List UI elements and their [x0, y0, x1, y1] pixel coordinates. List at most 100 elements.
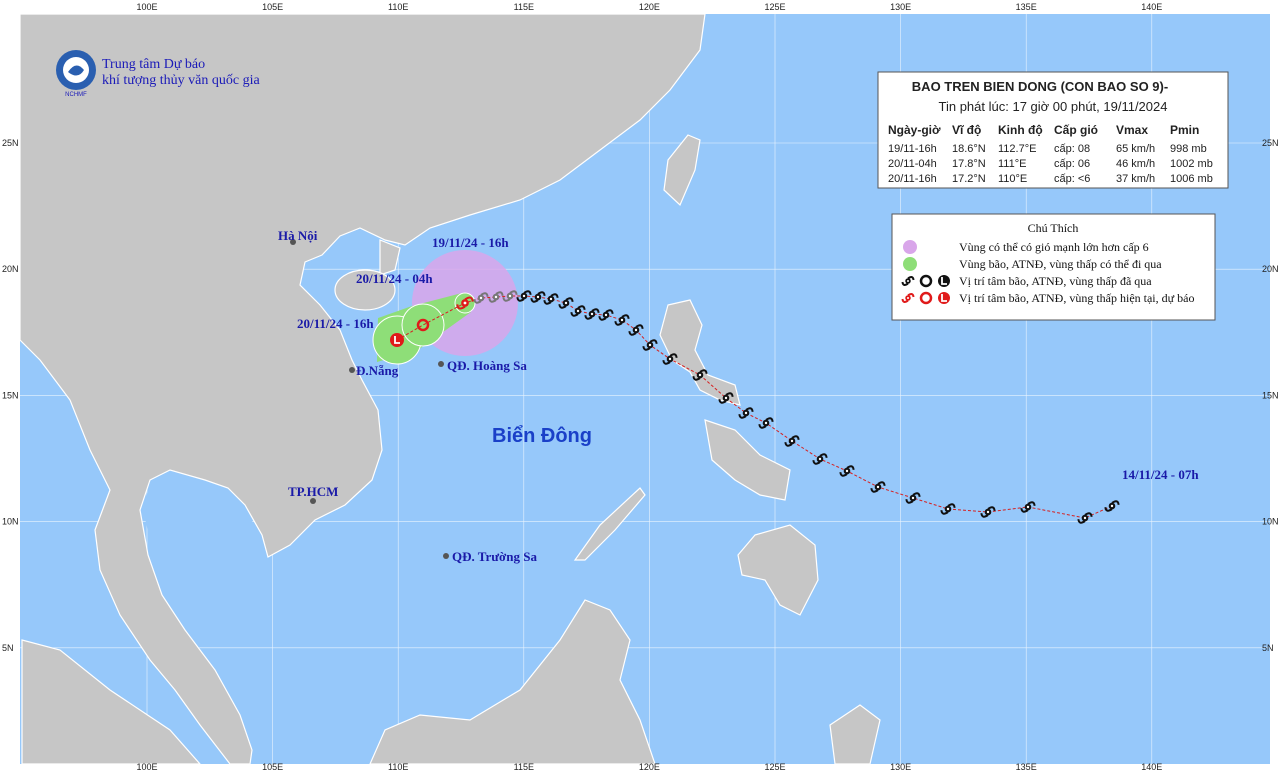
low-mark [938, 292, 950, 304]
storm-arm [577, 305, 586, 310]
storm-core [564, 301, 568, 305]
lon-label: 135E [1016, 762, 1037, 770]
land [19, 13, 881, 765]
lat-label: 20N [1262, 264, 1279, 274]
storm-arm [530, 298, 539, 303]
storm-core [986, 510, 990, 514]
storm-arm [907, 293, 915, 298]
logo-line1: Trung tâm Dự báo [102, 57, 205, 72]
storm-arm [523, 290, 532, 295]
lon-label: 140E [1141, 762, 1162, 770]
track-label: 19/11/24 - 16h [432, 235, 509, 250]
storm-arm [628, 331, 637, 336]
lat-label: 25N [1262, 138, 1279, 148]
lon-label: 120E [639, 762, 660, 770]
storm-arm [605, 309, 614, 314]
storm-arm [812, 460, 821, 465]
lat-label: 15N [1262, 390, 1279, 400]
leizhou [379, 239, 401, 276]
storm-core [946, 507, 950, 511]
lon-label: 125E [764, 2, 785, 12]
hainan [334, 269, 396, 311]
sumatra-malaya [21, 639, 202, 765]
table-cell: 46 km/h [1116, 158, 1155, 170]
lat-label: 10N [2, 517, 19, 527]
storm-arm [912, 492, 921, 497]
legend-swatch [903, 240, 917, 254]
storm-arm [784, 442, 793, 447]
storm-arm [738, 414, 747, 419]
storm-arm [635, 324, 644, 329]
place-label: QĐ. Hoàng Sa [447, 358, 527, 373]
storm-arm [905, 499, 914, 504]
table-cell: cấp: 06 [1054, 158, 1090, 170]
table-cell: 17.8°N [952, 158, 986, 170]
storm-core [1026, 505, 1030, 509]
table-header: Ngày-giờ [888, 123, 941, 137]
storm-core [744, 411, 748, 415]
storm-arm [846, 465, 855, 470]
table-cell: 111°E [998, 158, 1026, 170]
storm-core [590, 312, 594, 316]
storm-core [620, 318, 624, 322]
lon-label: 105E [262, 762, 283, 770]
sea-label: Biển Đông [492, 425, 592, 447]
low-letter [941, 294, 947, 302]
table-cell: 18.6°N [952, 143, 986, 155]
storm-arm [819, 453, 828, 458]
taiwan [663, 134, 701, 207]
table-cell: 110°E [998, 173, 1027, 185]
storm-arm [550, 293, 559, 298]
storm-core [1110, 504, 1114, 508]
table-header: Cấp gió [1054, 123, 1098, 137]
legend-item: Vùng có thể có gió mạnh lớn hơn cấp 6 [959, 240, 1149, 254]
storm-arm [516, 297, 525, 302]
storm-core [634, 328, 638, 332]
storm-core [576, 309, 580, 313]
lon-label: 105E [262, 2, 283, 12]
storm-core [508, 294, 512, 298]
table-cell: 1006 mb [1170, 173, 1213, 185]
lat-label: 15N [2, 390, 19, 400]
low-letter [941, 277, 947, 285]
lon-label: 115E [514, 762, 534, 770]
storm-arm [1111, 500, 1120, 505]
gulf-of-thailand [143, 472, 262, 610]
storm-arm [649, 339, 658, 344]
city-dot [310, 498, 316, 504]
storm-arm [584, 315, 593, 320]
storm-arm [765, 417, 774, 422]
table-cell: cấp: 08 [1054, 143, 1090, 155]
sulawesi [829, 704, 881, 765]
legend-swatch [903, 257, 917, 271]
storm-core [818, 457, 822, 461]
storm-arm [598, 316, 607, 321]
storm-core [1083, 516, 1087, 520]
lat-label: 25N [2, 138, 19, 148]
legend-item: Vị trí tâm bão, ATNĐ, vùng thấp đã qua [959, 274, 1152, 288]
legend-symbols [901, 274, 950, 305]
low-mark [938, 275, 950, 287]
table-cell: 998 mb [1170, 143, 1207, 155]
storm-arm [509, 290, 518, 295]
low-mark [390, 333, 404, 347]
storm-arm [1020, 508, 1029, 513]
storm-arm [1084, 512, 1093, 517]
storm-core [549, 297, 553, 301]
storm-arm [488, 298, 497, 303]
track-label: 20/11/24 - 04h [356, 271, 433, 286]
lon-label: 120E [639, 2, 660, 12]
storm-arm [907, 276, 915, 281]
storm-arm [877, 481, 886, 486]
storm-core [648, 343, 652, 347]
storm-core [724, 396, 728, 400]
storm-core [698, 373, 702, 377]
storm-arm [940, 510, 949, 515]
table-cell: 112.7°E [998, 143, 1036, 155]
storm-arm [791, 435, 800, 440]
logo-line2: khí tượng thủy văn quốc gia [102, 73, 260, 88]
storm-core [907, 280, 909, 282]
